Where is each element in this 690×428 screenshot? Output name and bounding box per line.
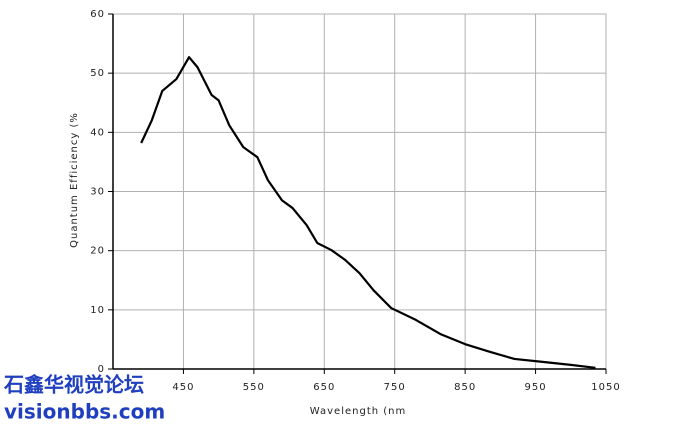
x-tick-label: 650 [313,382,335,393]
x-tick-label: 550 [243,382,265,393]
watermark: visionbbs.com [4,400,165,424]
y-tick-label: 30 [90,187,105,198]
x-tick-label: 1050 [591,382,620,393]
y-axis-label: Quantum Efficiency (% [69,112,80,248]
y-tick-label: 40 [90,127,105,138]
y-tick-label: 10 [90,305,105,316]
y-tick-label: 50 [90,68,105,79]
watermark: 石鑫华视觉论坛 [3,373,144,397]
x-tick-label: 850 [454,382,476,393]
y-tick-label: 60 [90,9,105,20]
y-tick-label: 20 [90,246,105,257]
x-tick-label: 950 [525,382,547,393]
y-tick-label: 0 [98,364,105,375]
x-tick-label: 750 [384,382,406,393]
x-tick-label: 450 [172,382,194,393]
data-line [140,56,596,369]
x-axis-label: Wavelength (nm [310,406,406,417]
